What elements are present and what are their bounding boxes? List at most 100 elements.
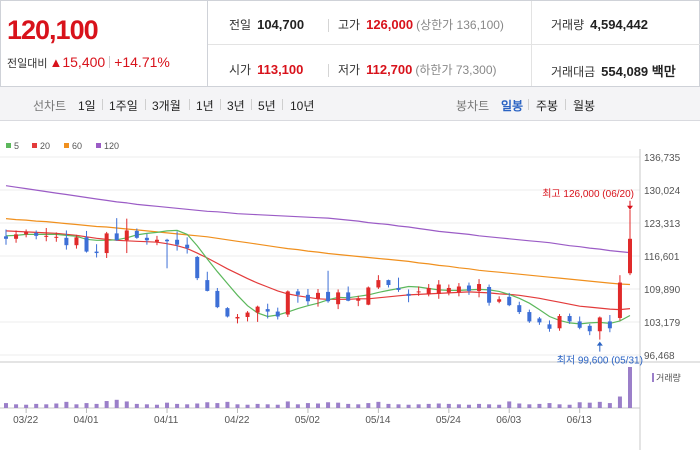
tab-3m[interactable]: 3개월 [152,99,181,113]
volume-bar [215,403,220,408]
ma120-line [5,185,631,254]
candle-body [255,306,260,313]
divider [565,99,566,110]
divider [102,99,103,110]
candle-body [225,308,230,317]
volume-label: 거래량 [551,18,585,32]
candle [607,315,612,333]
legend-label: 5 [14,141,19,151]
x-tick-label: 04/01 [74,415,99,426]
y-tick-label: 109,890 [644,285,681,296]
candle [144,233,149,245]
volume-bar [547,403,552,408]
volume-bar [84,403,89,408]
divider [220,99,221,110]
ma60-line [5,218,631,286]
candle-body [165,239,170,242]
tab-monthly[interactable]: 월봉 [573,99,596,113]
volume-bar [356,404,361,408]
candle-body [104,233,109,254]
candle-body [285,291,290,315]
volume-bar [466,404,471,408]
candle [275,307,280,320]
volume-bar [316,403,320,408]
candle-body [477,284,482,291]
candle [205,271,210,292]
divider [282,99,283,110]
candle [175,231,180,251]
amount-value: 554,089 백만 [601,64,676,79]
upper-limit: (상한가 136,100) [416,18,504,32]
candle-body [4,236,8,239]
open-price: 시가 113,100 [229,61,303,78]
candle-body [356,298,361,301]
volume-bar [154,404,159,408]
volume-bar [265,404,270,408]
trade-amount: 거래대금 554,089 백만 [551,61,676,80]
candle-body [597,317,602,332]
candle [366,286,371,306]
tab-weekly[interactable]: 주봉 [536,99,559,113]
candle-body [527,312,532,322]
candle-body [305,294,310,302]
candle-body [416,291,421,293]
tab-1y[interactable]: 1년 [196,99,214,113]
tab-10y[interactable]: 10년 [290,99,315,113]
ma5-line [5,229,631,325]
candle [185,237,190,254]
tab-5y[interactable]: 5년 [258,99,276,113]
candle [567,313,572,324]
tab-3y[interactable]: 3년 [227,99,245,113]
candle [225,307,230,318]
volume-bar [34,403,39,408]
candle-body [426,287,431,295]
candle [305,288,310,306]
x-tick-label: 05/02 [295,415,320,426]
volume-bar [195,403,200,408]
candle [456,283,461,297]
candle-body [64,237,69,246]
x-tick-label: 06/03 [496,415,521,426]
volume-bar [134,403,139,408]
low-label: 저가 [338,63,361,77]
current-price: 120,100 [7,15,99,45]
candle [235,314,240,324]
volume-bar [346,403,351,408]
candle [416,286,421,296]
tab-1d[interactable]: 1일 [78,99,96,113]
candle-body [14,234,19,239]
change-percent: +14.71% [114,54,170,70]
candle-body [205,280,210,291]
volume-label: 거래량 [656,372,681,383]
candle [497,296,502,304]
candlestick-chart: 5 20 60 120 136,735 130,024 123,313 116,601 109… [0,141,700,450]
candle-body [84,237,89,252]
legend-swatch [96,143,101,148]
candle [165,238,170,269]
legend-label: 60 [72,141,82,151]
candle-body [185,244,190,249]
candle-body [446,287,451,293]
tab-1w[interactable]: 1주일 [109,99,138,113]
volume-bar [336,402,341,408]
candle [326,270,331,303]
volume-bar [607,403,612,408]
volume-bar [285,401,290,408]
y-tick-label: 96,468 [644,351,675,362]
volume-bar [54,403,59,408]
legend-swatch [64,143,69,148]
tab-daily[interactable]: 일봉 [501,99,524,113]
candle-body [617,282,622,318]
volume-bar [497,404,502,408]
candle-body [54,236,59,238]
volume-bar [436,403,441,408]
candle [517,301,522,315]
candle-body [175,239,180,245]
candle [477,279,482,298]
volume-bar [144,404,149,408]
candle [436,280,441,299]
volume: 거래량 4,594,442 [551,16,648,33]
candle-body [406,293,411,296]
volume-bar [366,403,371,408]
high-price: 고가 126,000 (상한가 136,100) [338,16,504,33]
